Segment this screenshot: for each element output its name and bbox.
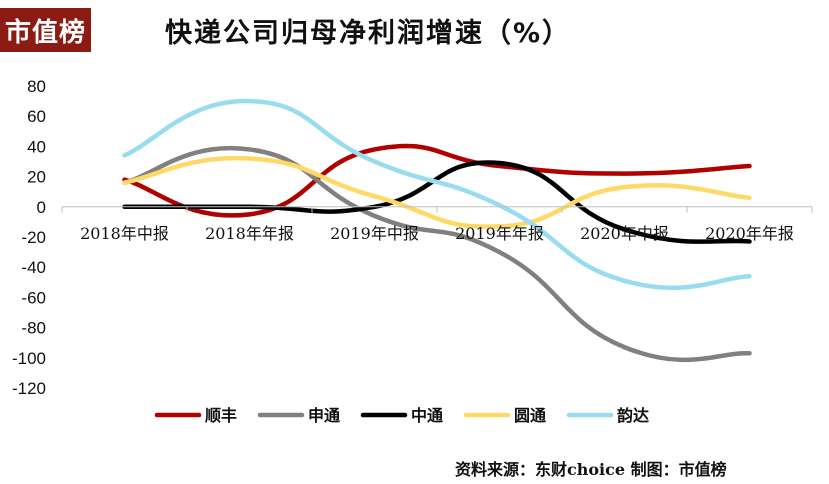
legend-label: 韵达 bbox=[617, 406, 649, 425]
series-line-顺丰 bbox=[122, 143, 752, 218]
y-tick-label: 80 bbox=[27, 77, 46, 96]
y-tick-label: 0 bbox=[37, 198, 46, 217]
source-note: 资料来源：东财choice 制图：市值榜 bbox=[455, 460, 727, 479]
x-axis: 2018年中报 2018年年报 2019年中报 2019年年报 2020年中报 2020年… bbox=[61, 206, 813, 243]
x-tick-label: 2019年中报 bbox=[330, 224, 419, 243]
y-tick-label: -60 bbox=[21, 288, 46, 307]
y-axis: 80 60 40 20 0 -20 -40 -60 -80 -100 -120 bbox=[12, 77, 46, 398]
series-line-申通 bbox=[122, 145, 752, 363]
y-tick-label: -20 bbox=[21, 228, 46, 247]
y-tick-label: 20 bbox=[27, 168, 46, 187]
legend-label: 顺丰 bbox=[205, 406, 237, 425]
x-tick-label: 2020年中报 bbox=[580, 224, 669, 243]
series-line-圆通 bbox=[122, 155, 752, 229]
y-tick-label: -100 bbox=[12, 349, 46, 368]
y-tick-label: -120 bbox=[12, 379, 46, 398]
series-line-韵达 bbox=[122, 98, 752, 291]
legend-label: 圆通 bbox=[514, 406, 546, 425]
y-tick-label: -80 bbox=[21, 319, 46, 338]
chart-title: 快递公司归母净利润增速（%） bbox=[165, 17, 572, 49]
legend: 顺丰 申通 中通 圆通 韵达 bbox=[154, 406, 649, 425]
brand-logo: 市值榜 bbox=[0, 8, 91, 52]
x-tick-label: 2019年年报 bbox=[455, 224, 544, 243]
x-tick-label: 2018年年报 bbox=[205, 224, 294, 243]
x-tick-label: 2020年年报 bbox=[705, 224, 794, 243]
x-tick-label: 2018年中报 bbox=[80, 224, 169, 243]
y-tick-label: 60 bbox=[27, 107, 46, 126]
legend-label: 申通 bbox=[308, 406, 340, 425]
y-tick-label: -40 bbox=[21, 258, 46, 277]
y-tick-label: 40 bbox=[27, 137, 46, 156]
legend-label: 中通 bbox=[411, 406, 443, 425]
